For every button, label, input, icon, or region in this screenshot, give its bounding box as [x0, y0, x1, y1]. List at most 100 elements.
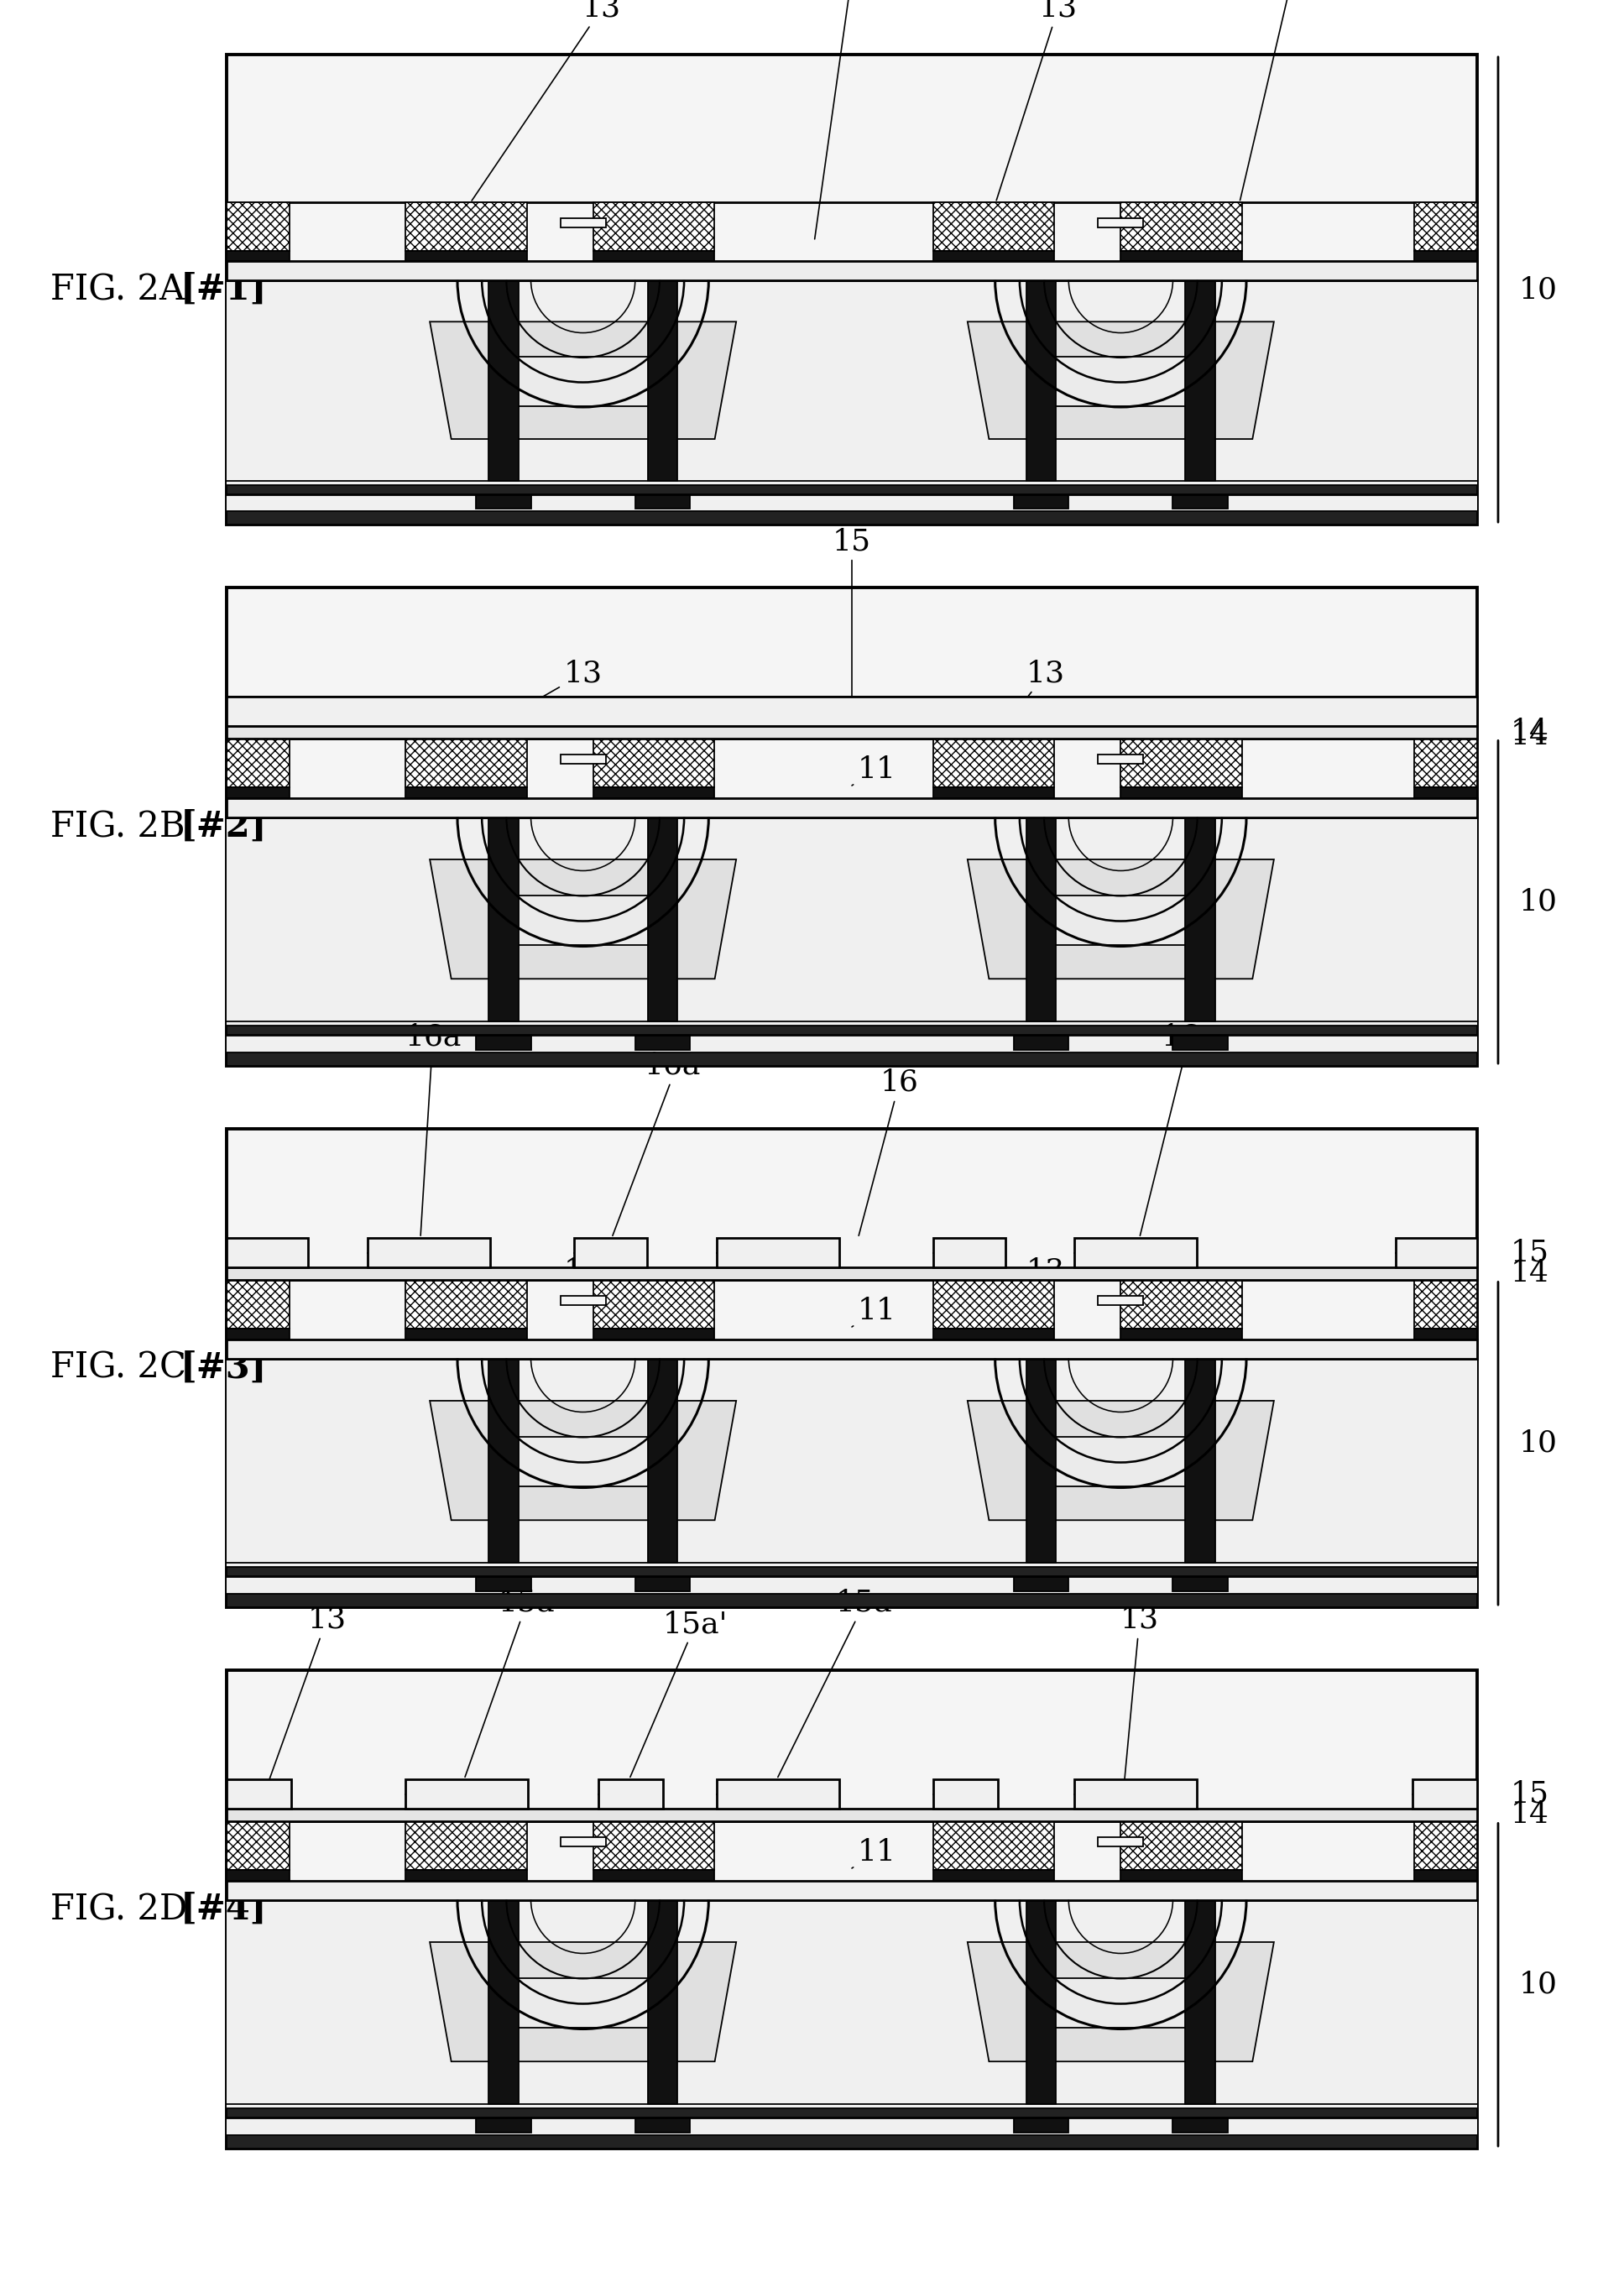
Text: 12: 12	[1241, 0, 1315, 201]
Text: 15a: 15a	[778, 1588, 893, 1778]
Bar	[934, 1780, 999, 1810]
Bar	[934, 251, 1054, 262]
Bar	[1036, 356, 1205, 406]
Polygon shape	[968, 322, 1273, 438]
Bar	[1121, 787, 1242, 799]
Bar	[716, 1780, 840, 1810]
Bar	[227, 1025, 1478, 1034]
Bar	[1036, 1978, 1205, 2029]
Bar	[593, 1821, 715, 1869]
Bar	[227, 1880, 1478, 1901]
Bar	[227, 1670, 1478, 2150]
Bar	[489, 281, 518, 482]
Bar	[934, 203, 1054, 251]
Text: FIG. 2B: FIG. 2B	[50, 810, 185, 844]
Text: 16a: 16a	[1140, 1022, 1218, 1235]
Bar	[560, 1296, 606, 1305]
Polygon shape	[968, 1401, 1273, 1520]
Bar	[227, 696, 1478, 726]
Bar	[1121, 1328, 1242, 1340]
Bar	[227, 1280, 289, 1328]
Bar	[1026, 1358, 1056, 1563]
Bar	[227, 726, 1478, 737]
Bar	[1173, 2118, 1228, 2131]
Bar	[227, 1340, 1478, 1358]
Bar	[476, 2118, 531, 2131]
Bar	[1415, 1869, 1478, 1880]
Text: 15: 15	[1510, 1239, 1549, 1267]
Bar	[227, 1052, 1478, 1066]
Bar	[406, 787, 526, 799]
Polygon shape	[968, 1942, 1273, 2061]
Bar	[1036, 1438, 1205, 1486]
Bar	[1013, 1577, 1069, 1591]
Bar	[934, 1821, 1054, 1869]
Bar	[575, 1237, 646, 1267]
Bar	[406, 203, 526, 251]
Text: 14: 14	[1510, 721, 1549, 751]
Text: [#2]: [#2]	[180, 810, 268, 844]
Bar	[406, 1780, 528, 1810]
Text: 15: 15	[833, 527, 870, 710]
Text: 15a: 15a	[464, 1588, 555, 1778]
Text: 14: 14	[1510, 1260, 1549, 1287]
Bar	[227, 787, 289, 799]
Bar	[227, 1358, 1478, 1607]
Bar	[1186, 1358, 1215, 1563]
Bar	[489, 1358, 518, 1563]
Bar	[1415, 1328, 1478, 1340]
Bar	[593, 787, 715, 799]
Bar	[934, 1328, 1054, 1340]
Bar	[227, 817, 1478, 1066]
Bar	[635, 2118, 690, 2131]
Bar	[593, 1280, 715, 1328]
Text: 11: 11	[853, 1296, 896, 1326]
Bar	[648, 1358, 677, 1563]
Text: [#1]: [#1]	[180, 272, 268, 308]
Bar	[227, 1593, 1478, 1607]
Bar	[934, 787, 1054, 799]
Bar	[227, 262, 1478, 281]
Bar	[406, 1328, 526, 1340]
Bar	[227, 2136, 1478, 2150]
Polygon shape	[430, 1942, 736, 2061]
Bar	[476, 495, 531, 509]
Bar	[227, 1821, 289, 1869]
Bar	[1026, 281, 1056, 482]
Bar	[1098, 755, 1143, 764]
Bar	[1013, 495, 1069, 509]
Bar	[476, 1036, 531, 1050]
Bar	[648, 817, 677, 1020]
Text: 13: 13	[265, 1607, 346, 1791]
Bar	[227, 511, 1478, 525]
Bar	[499, 1978, 667, 2029]
Text: 16a: 16a	[404, 1022, 461, 1235]
Bar	[227, 1267, 1478, 1280]
Bar	[369, 1237, 490, 1267]
Bar	[1173, 495, 1228, 509]
Polygon shape	[430, 322, 736, 438]
Bar	[227, 799, 1478, 817]
Bar	[560, 219, 606, 228]
Bar	[560, 755, 606, 764]
Bar	[598, 1780, 663, 1810]
Bar	[406, 1280, 526, 1328]
Bar	[560, 1837, 606, 1846]
Bar	[489, 1901, 518, 2104]
Bar	[593, 1328, 715, 1340]
Bar	[934, 1280, 1054, 1328]
Text: FIG. 2D: FIG. 2D	[50, 1892, 187, 1926]
Text: FIG. 2C: FIG. 2C	[50, 1351, 187, 1385]
Bar	[1075, 1237, 1197, 1267]
Bar	[227, 1328, 289, 1340]
Bar	[1036, 895, 1205, 945]
Bar	[593, 203, 715, 251]
Bar	[227, 586, 1478, 1066]
Bar	[1415, 203, 1478, 251]
Bar	[1121, 737, 1242, 787]
Bar	[1013, 1036, 1069, 1050]
Bar	[635, 1036, 690, 1050]
Text: FIG. 2A: FIG. 2A	[50, 272, 185, 308]
Bar	[227, 281, 1478, 525]
Bar	[934, 1869, 1054, 1880]
